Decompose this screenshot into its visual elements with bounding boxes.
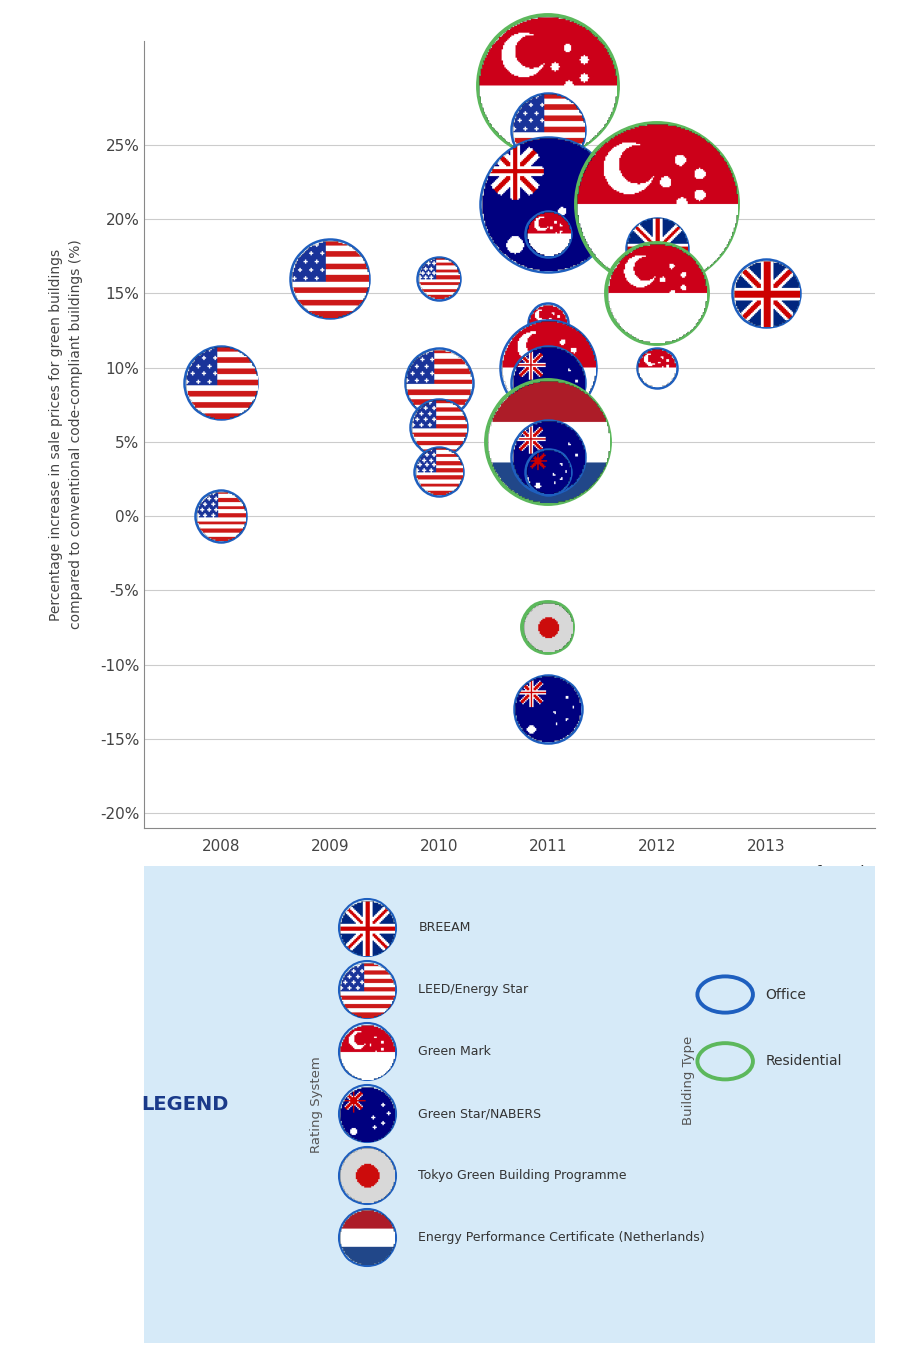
Text: Green Star/NABERS: Green Star/NABERS [419, 1107, 541, 1121]
Text: Tokyo Green Building Programme: Tokyo Green Building Programme [419, 1169, 627, 1182]
Text: Green Mark: Green Mark [419, 1045, 492, 1058]
Text: Residential: Residential [765, 1055, 842, 1069]
Text: Office: Office [765, 988, 806, 1001]
Y-axis label: Percentage increase in sale prices for green buildings
compared to conventional : Percentage increase in sale prices for g… [49, 240, 83, 629]
FancyBboxPatch shape [137, 860, 882, 1347]
Text: Building Type: Building Type [682, 1036, 695, 1125]
Text: Rating System: Rating System [309, 1056, 323, 1152]
Text: Energy Performance Certificate (Netherlands): Energy Performance Certificate (Netherla… [419, 1232, 705, 1244]
X-axis label: Year of Study: Year of Study [766, 864, 875, 884]
Text: BREEAM: BREEAM [419, 921, 471, 934]
Text: LEGEND: LEGEND [141, 1095, 228, 1114]
Text: LEED/Energy Star: LEED/Energy Star [419, 984, 529, 996]
